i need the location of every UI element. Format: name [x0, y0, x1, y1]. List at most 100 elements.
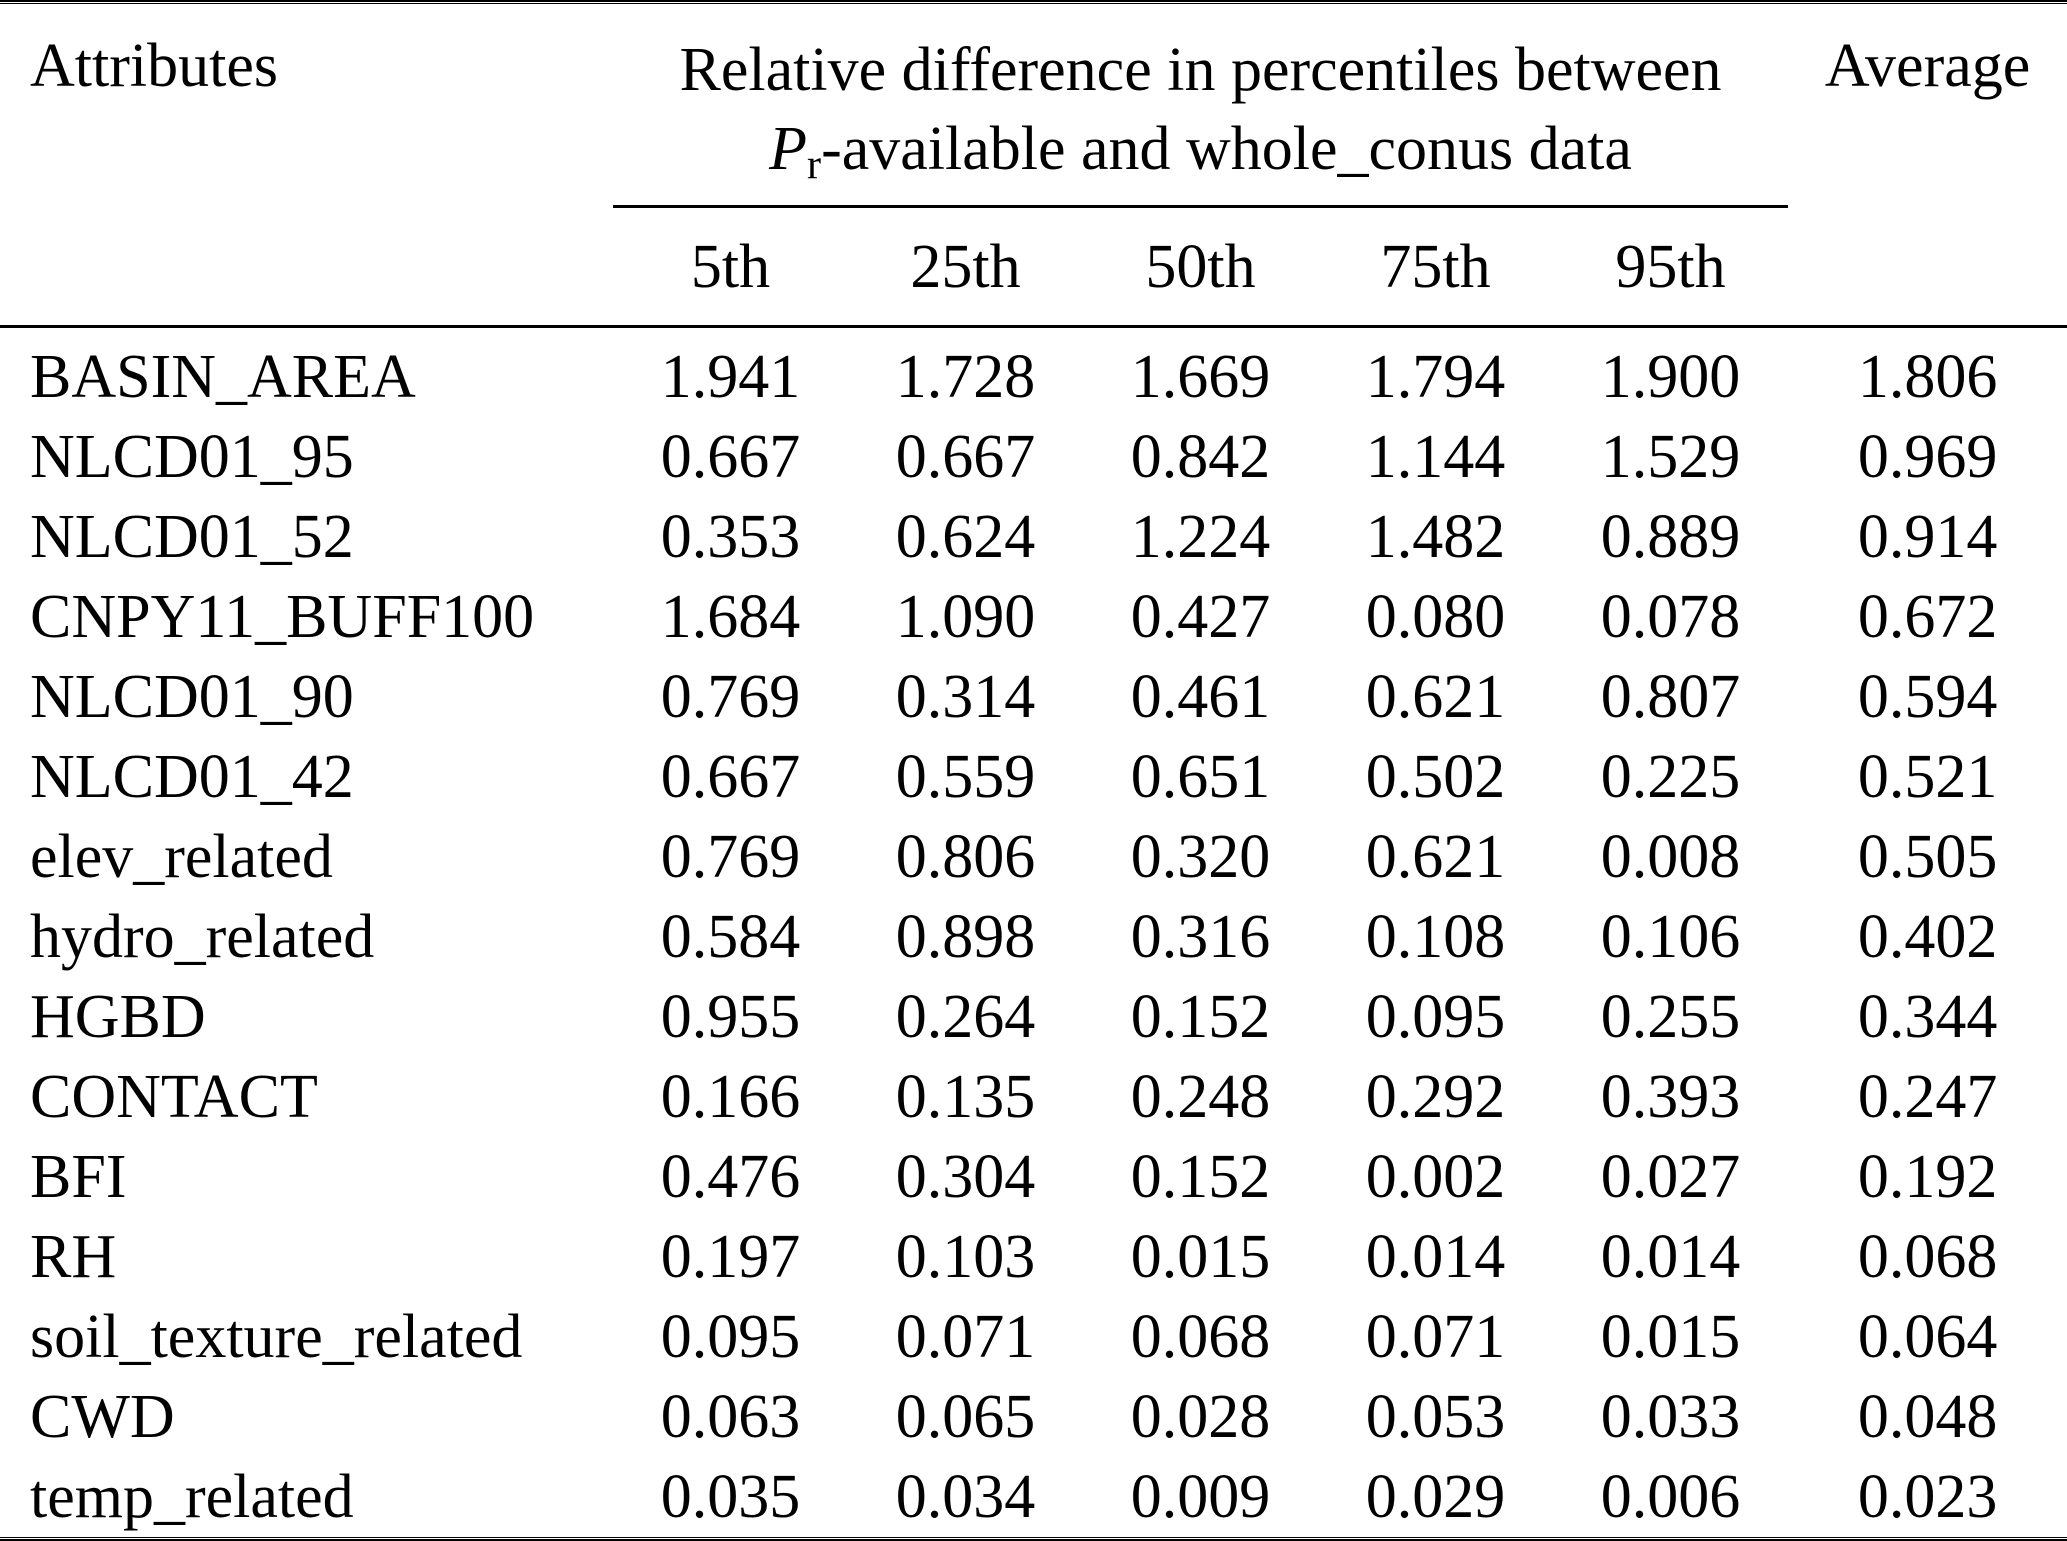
- value-cell: 0.068: [1130, 1303, 1271, 1372]
- value-cell: 0.103: [895, 1223, 1036, 1292]
- attribute-cell: NLCD01_90: [30, 663, 354, 732]
- value-cell: 1.941: [660, 343, 801, 412]
- attribute-cell: hydro_related: [30, 903, 375, 972]
- value-cell: 0.807: [1600, 663, 1741, 732]
- header-row-percentiles: 5th 25th 50th 75th 95th: [0, 206, 2067, 329]
- value-cell: 0.806: [895, 823, 1036, 892]
- table-row: CNPY11_BUFF100 1.684 1.090 0.427 0.080 0.078 0…: [0, 577, 2067, 657]
- attribute-cell: NLCD01_52: [30, 503, 354, 572]
- value-cell: 0.106: [1600, 903, 1741, 972]
- value-cell: 0.006: [1600, 1463, 1741, 1532]
- span-header-line2-rest: -available and whole_conus data: [821, 115, 1632, 183]
- value-cell: 1.224: [1130, 503, 1271, 572]
- value-cell: 0.135: [895, 1063, 1036, 1132]
- value-cell: 0.014: [1365, 1223, 1506, 1292]
- table-row: hydro_related 0.584 0.898 0.316 0.108 0.106 0.…: [0, 897, 2067, 977]
- value-cell: 0.014: [1600, 1223, 1741, 1292]
- average-cell: 0.505: [1857, 823, 1998, 892]
- top-rule-thick: [0, 0, 2067, 2]
- value-cell: 0.015: [1600, 1303, 1741, 1372]
- value-cell: 1.900: [1600, 343, 1741, 412]
- attribute-cell: RH: [30, 1223, 117, 1292]
- value-cell: 0.071: [895, 1303, 1036, 1372]
- value-cell: 0.248: [1130, 1063, 1271, 1132]
- average-cell: 0.344: [1857, 983, 1998, 1052]
- value-cell: 0.769: [660, 663, 801, 732]
- value-cell: 0.584: [660, 903, 801, 972]
- value-cell: 1.529: [1600, 423, 1741, 492]
- value-cell: 0.769: [660, 823, 801, 892]
- value-cell: 1.669: [1130, 343, 1271, 412]
- table-row: NLCD01_95 0.667 0.667 0.842 1.144 1.529 0.969: [0, 417, 2067, 497]
- value-cell: 0.667: [660, 423, 801, 492]
- value-cell: 0.152: [1130, 983, 1271, 1052]
- value-cell: 0.651: [1130, 743, 1271, 812]
- percentile-header-75th: 75th: [1318, 206, 1553, 329]
- value-cell: 1.794: [1365, 343, 1506, 412]
- value-cell: 0.225: [1600, 743, 1741, 812]
- attribute-cell: CNPY11_BUFF100: [30, 583, 535, 652]
- value-cell: 0.009: [1130, 1463, 1271, 1532]
- table-row: elev_related 0.769 0.806 0.320 0.621 0.008 0.5…: [0, 817, 2067, 897]
- value-cell: 0.461: [1130, 663, 1271, 732]
- value-cell: 1.482: [1365, 503, 1506, 572]
- value-cell: 0.029: [1365, 1463, 1506, 1532]
- value-cell: 0.889: [1600, 503, 1741, 572]
- value-cell: 0.063: [660, 1383, 801, 1452]
- value-cell: 0.078: [1600, 583, 1741, 652]
- table-row: soil_texture_related 0.095 0.071 0.068 0.071…: [0, 1297, 2067, 1377]
- value-cell: 0.393: [1600, 1063, 1741, 1132]
- average-cell: 0.594: [1857, 663, 1998, 732]
- value-cell: 0.152: [1130, 1143, 1271, 1212]
- average-cell: 0.969: [1857, 423, 1998, 492]
- value-cell: 0.320: [1130, 823, 1271, 892]
- value-cell: 0.955: [660, 983, 801, 1052]
- value-cell: 0.427: [1130, 583, 1271, 652]
- value-cell: 0.015: [1130, 1223, 1271, 1292]
- attribute-cell: soil_texture_related: [30, 1303, 523, 1372]
- top-rule-gap: [0, 1, 2067, 3]
- bottom-rule-thick: [0, 1539, 2067, 1541]
- value-cell: 0.624: [895, 503, 1036, 572]
- attribute-cell: elev_related: [30, 823, 333, 892]
- table-row: CONTACT 0.166 0.135 0.248 0.292 0.393 0.247: [0, 1057, 2067, 1137]
- value-cell: 0.316: [1130, 903, 1271, 972]
- value-cell: 0.095: [1365, 983, 1506, 1052]
- value-cell: 0.197: [660, 1223, 801, 1292]
- average-cell: 0.521: [1857, 743, 1998, 812]
- average-cell: 0.068: [1857, 1223, 1998, 1292]
- value-cell: 0.033: [1600, 1383, 1741, 1452]
- value-cell: 0.034: [895, 1463, 1036, 1532]
- value-cell: 1.144: [1365, 423, 1506, 492]
- value-cell: 0.002: [1365, 1143, 1506, 1212]
- span-header-subscript: r: [807, 141, 822, 189]
- span-column-header: Relative difference in percentiles betwe…: [613, 4, 1789, 209]
- value-cell: 0.065: [895, 1383, 1036, 1452]
- value-cell: 0.314: [895, 663, 1036, 732]
- value-cell: 0.071: [1365, 1303, 1506, 1372]
- value-cell: 0.166: [660, 1063, 801, 1132]
- value-cell: 0.304: [895, 1143, 1036, 1212]
- value-cell: 0.053: [1365, 1383, 1506, 1452]
- table-row: BASIN_AREA 1.941 1.728 1.669 1.794 1.900 1.806: [0, 327, 2067, 418]
- span-header-variable: P: [769, 115, 808, 183]
- attribute-cell: BASIN_AREA: [30, 343, 416, 412]
- table-body: BASIN_AREA 1.941 1.728 1.669 1.794 1.900 1.806…: [0, 327, 2067, 1538]
- value-cell: 1.728: [895, 343, 1036, 412]
- attribute-cell: CWD: [30, 1383, 175, 1452]
- table-row: HGBD 0.955 0.264 0.152 0.095 0.255 0.344: [0, 977, 2067, 1057]
- table-row: BFI 0.476 0.304 0.152 0.002 0.027 0.192: [0, 1137, 2067, 1217]
- value-cell: 0.898: [895, 903, 1036, 972]
- value-cell: 0.667: [895, 423, 1036, 492]
- table-row: NLCD01_42 0.667 0.559 0.651 0.502 0.225 0.521: [0, 737, 2067, 817]
- attribute-cell: NLCD01_42: [30, 743, 354, 812]
- percentile-header-5th: 5th: [613, 206, 848, 329]
- attribute-cell: CONTACT: [30, 1063, 318, 1132]
- table-row: RH 0.197 0.103 0.015 0.014 0.014 0.068: [0, 1217, 2067, 1297]
- value-cell: 0.621: [1365, 823, 1506, 892]
- average-cell: 0.672: [1857, 583, 1998, 652]
- value-cell: 0.353: [660, 503, 801, 572]
- value-cell: 0.476: [660, 1143, 801, 1212]
- value-cell: 0.035: [660, 1463, 801, 1532]
- value-cell: 0.028: [1130, 1383, 1271, 1452]
